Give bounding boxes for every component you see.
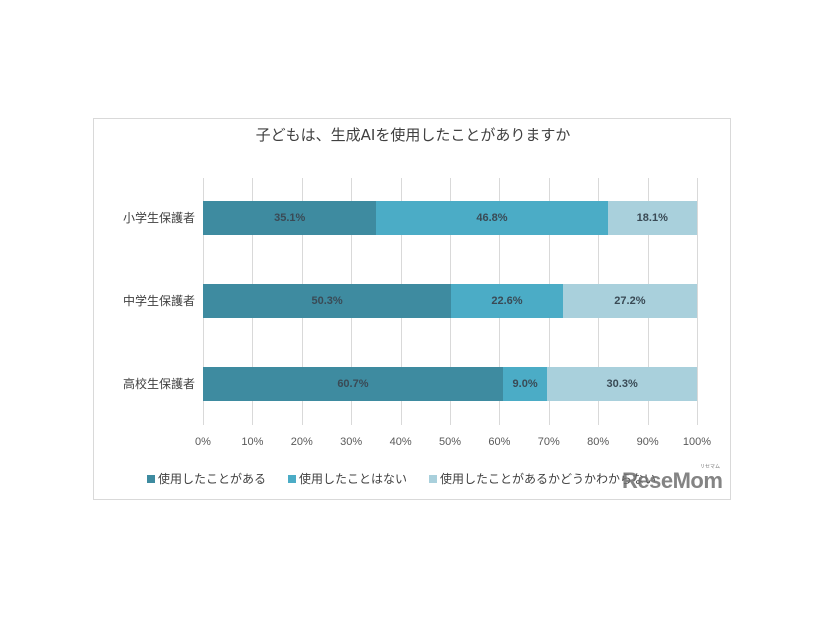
x-tick-label: 30% (340, 436, 363, 448)
x-tick-label: 0% (195, 436, 211, 448)
x-tick-label: 50% (438, 436, 462, 448)
bar-segment: 22.6% (451, 284, 563, 318)
legend-swatch-icon (429, 474, 438, 483)
bar-row: 35.1% 46.8% 18.1% (203, 201, 697, 235)
legend: 使用したことがある 使用したことはない 使用したことがあるかどうかわからない (147, 470, 656, 487)
bar-segment: 35.1% (203, 201, 377, 235)
chart-title: 子どもは、生成AIを使用したことがありますか (255, 126, 571, 144)
x-tick-label: 90% (636, 436, 659, 448)
legend-item: 使用したことはない (288, 470, 407, 487)
bar-segment: 50.3% (203, 284, 452, 318)
x-tick-label: 80% (587, 436, 610, 448)
x-tick-label: 20% (290, 436, 313, 448)
bar-segment: 18.1% (607, 201, 697, 235)
x-tick-label: 100% (682, 436, 712, 448)
category-label: 高校生保護者 (122, 377, 195, 391)
x-tick-label: 10% (241, 436, 264, 448)
legend-label: 使用したことはない (299, 472, 408, 486)
watermark-logo: ReseMom (622, 468, 723, 493)
legend-label: 使用したことがある (158, 472, 267, 486)
bar-segment: 46.8% (376, 201, 608, 235)
x-tick-label: 60% (488, 436, 511, 448)
gridline (697, 178, 698, 425)
bar-segment: 27.2% (562, 284, 697, 318)
plot-area: 35.1% 46.8% 18.1% 50.3% 22.6% 27.2% 60.7% 9.0% 3… (203, 178, 698, 425)
legend-swatch-icon (147, 474, 155, 483)
bar-row: 50.3% 22.6% 27.2% (203, 284, 697, 318)
bar-segment: 9.0% (502, 367, 548, 401)
x-tick-label: 70% (537, 436, 560, 448)
x-tick-label: 40% (389, 436, 412, 448)
legend-item: 使用したことがある (147, 470, 266, 487)
legend-item: 使用したことがあるかどうかわからない (429, 470, 656, 487)
bar-row: 60.7% 9.0% 30.3% (203, 367, 697, 401)
category-label: 小学生保護者 (122, 211, 195, 225)
legend-swatch-icon (288, 474, 297, 483)
category-label: 中学生保護者 (122, 294, 195, 308)
bar-segment: 60.7% (203, 367, 503, 401)
legend-label: 使用したことがあるかどうかわからない (440, 472, 657, 486)
watermark-kana: リセマム (700, 464, 721, 470)
bar-segment: 30.3% (547, 367, 697, 401)
